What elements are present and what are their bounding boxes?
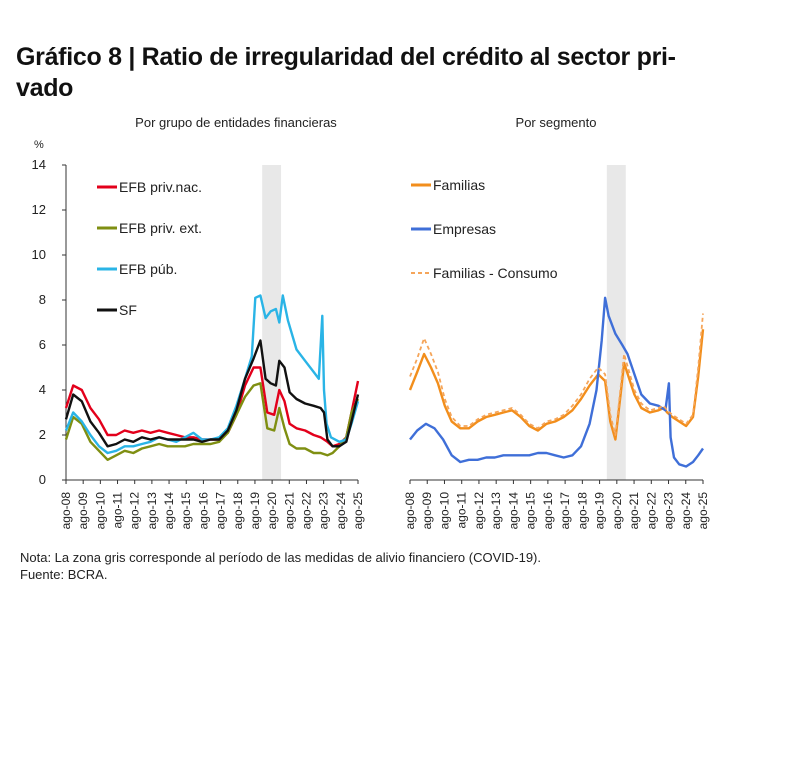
legend-label: Familias - Consumo [433, 265, 558, 281]
y-tick-label: 0 [39, 472, 46, 487]
x-tick-label: ago-11 [111, 492, 125, 529]
legend-label: SF [119, 302, 137, 318]
x-tick-label: ago-09 [76, 492, 90, 530]
x-tick-label: ago-20 [610, 492, 624, 530]
legend-label: EFB púb. [119, 261, 177, 277]
x-tick-label: ago-16 [541, 492, 555, 530]
x-tick-label: ago-10 [93, 492, 107, 530]
x-ticks-left: ago-08 ago-09 ago-10 ago-11 ago-12 ago-13 ago-… [59, 479, 365, 530]
x-tick-label: ago-15 [524, 492, 538, 530]
legend-label: EFB priv.nac. [119, 179, 202, 195]
series-line-2-2 [409, 296, 704, 468]
x-tick-label: ago-11 [455, 492, 469, 529]
series-line-1-3 [64, 294, 360, 455]
series-right [408, 296, 705, 468]
chart-footer: Nota: La zona gris corresponde al períod… [20, 549, 541, 583]
y-axis-unit: % [34, 139, 44, 151]
legend-left: EFB priv.nac. EFB priv. ext. EFB púb. SF [97, 179, 202, 318]
x-tick-label: ago-08 [403, 492, 417, 530]
x-tick-label: ago-17 [214, 492, 228, 530]
legend-right: Familias Empresas Familias - Consumo [411, 177, 558, 281]
x-tick-label: ago-12 [128, 492, 142, 530]
panel-left: Por grupo de entidades financieras % 0 2 4… [32, 115, 365, 529]
chart-note: Nota: La zona gris corresponde al períod… [20, 550, 541, 565]
series-line-1-4 [64, 339, 360, 448]
panel-right-title: Por segmento [516, 115, 597, 130]
y-ticks-left: 0 2 4 6 8 10 12 14 [32, 157, 67, 487]
legend-label: Empresas [433, 221, 496, 237]
x-tick-label: ago-18 [231, 492, 245, 530]
x-tick-label: ago-25 [351, 492, 365, 530]
x-tick-label: ago-14 [162, 492, 176, 530]
x-tick-label: ago-21 [627, 492, 641, 530]
y-tick-label: 4 [39, 382, 46, 397]
y-tick-label: 14 [32, 157, 46, 172]
x-tick-label: ago-12 [472, 492, 486, 530]
chart-title: Gráfico 8 | Ratio de irregularidad del c… [16, 42, 776, 104]
x-tick-label: ago-19 [248, 492, 262, 530]
x-tick-label: ago-16 [196, 492, 210, 530]
y-tick-label: 8 [39, 292, 46, 307]
x-tick-label: ago-13 [489, 492, 503, 530]
x-tick-label: ago-22 [644, 492, 658, 530]
panel-left-title: Por grupo de entidades financieras [135, 115, 337, 130]
chart-title-line2: vado [16, 74, 74, 102]
x-tick-label: ago-23 [662, 492, 676, 530]
y-tick-label: 10 [32, 247, 46, 262]
x-tick-label: ago-24 [334, 492, 348, 530]
series-line-1-2 [64, 382, 360, 461]
x-tick-label: ago-22 [299, 492, 313, 530]
panel-right: Por segmento ago-08 ago-09 ago-10 ago-11 ago… [403, 115, 710, 529]
chart-source: Fuente: BCRA. [20, 567, 108, 582]
x-tick-label: ago-17 [558, 492, 572, 530]
legend-label: Familias [433, 177, 485, 193]
x-tick-label: ago-19 [593, 492, 607, 530]
shaded-period-right [606, 165, 626, 480]
x-tick-label: ago-08 [59, 492, 73, 530]
x-tick-label: ago-25 [696, 492, 710, 530]
series-left [64, 294, 360, 461]
y-tick-label: 2 [39, 427, 46, 442]
chart-figure: Por grupo de entidades financieras % 0 2 4… [32, 115, 710, 529]
x-tick-label: ago-21 [282, 492, 296, 530]
series-line-2-1 [408, 329, 705, 441]
y-tick-label: 6 [39, 337, 46, 352]
x-tick-label: ago-14 [506, 492, 520, 530]
x-tick-label: ago-18 [575, 492, 589, 530]
x-tick-label: ago-13 [145, 492, 159, 530]
x-tick-label: ago-09 [420, 492, 434, 530]
legend-label: EFB priv. ext. [119, 220, 202, 236]
y-tick-label: 12 [32, 202, 46, 217]
x-ticks-right: ago-08 ago-09 ago-10 ago-11 ago-12 ago-13 ago-… [403, 479, 710, 530]
series-line-2-3 [409, 313, 704, 436]
x-tick-label: ago-24 [679, 492, 693, 530]
chart-title-line1: Gráfico 8 | Ratio de irregularidad del c… [16, 43, 676, 71]
x-tick-label: ago-10 [437, 492, 451, 530]
x-tick-label: ago-15 [179, 492, 193, 530]
x-tick-label: ago-20 [265, 492, 279, 530]
x-tick-label: ago-23 [317, 492, 331, 530]
